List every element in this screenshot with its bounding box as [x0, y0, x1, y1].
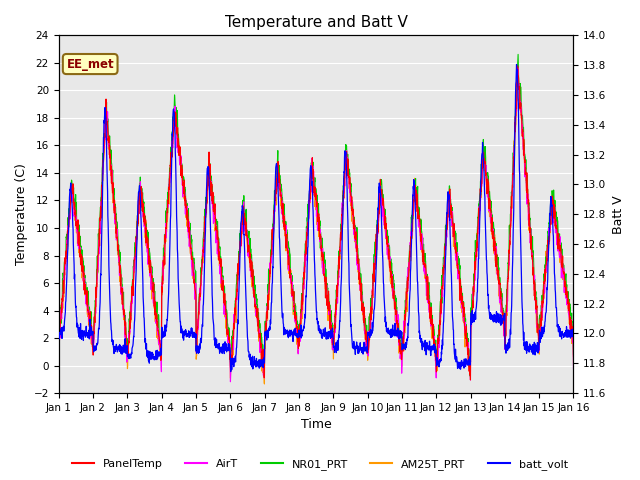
Y-axis label: Batt V: Batt V: [612, 195, 625, 234]
Title: Temperature and Batt V: Temperature and Batt V: [225, 15, 408, 30]
Text: EE_met: EE_met: [67, 58, 114, 71]
Legend: PanelTemp, AirT, NR01_PRT, AM25T_PRT, batt_volt: PanelTemp, AirT, NR01_PRT, AM25T_PRT, ba…: [68, 455, 572, 474]
X-axis label: Time: Time: [301, 419, 332, 432]
Y-axis label: Temperature (C): Temperature (C): [15, 163, 28, 265]
